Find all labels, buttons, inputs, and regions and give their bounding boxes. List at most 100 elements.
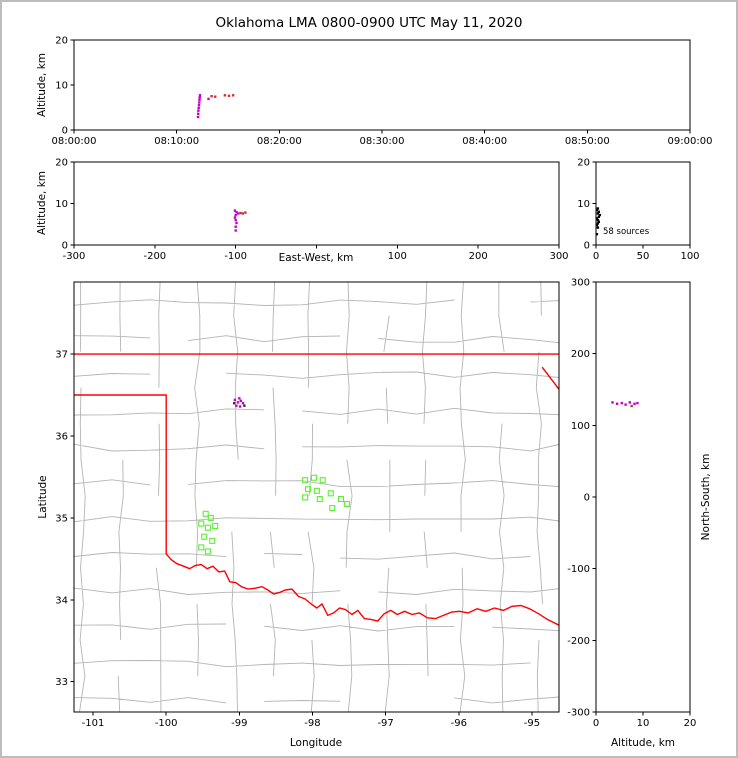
x-tick-label: -99: [231, 718, 247, 729]
source-count-annotation: 58 sources: [603, 227, 650, 237]
lma-station-marker: [201, 533, 208, 540]
panel-border: [595, 161, 691, 246]
source-point: [196, 115, 200, 119]
source-point: [596, 218, 600, 222]
figure-title: Oklahoma LMA 0800-0900 UTC May 11, 2020: [215, 15, 523, 31]
x-tick-label: -95: [524, 718, 540, 729]
source-point: [197, 112, 200, 115]
source-point: [197, 104, 201, 107]
y-tick-label: 20: [55, 158, 68, 169]
x-tick-label: -97: [377, 718, 393, 729]
state-border: [541, 366, 559, 390]
panel-border: [73, 281, 560, 713]
x-axis-label-longitude: Longitude: [289, 737, 343, 749]
source-point: [597, 215, 600, 218]
lma-station-marker: [313, 487, 320, 494]
lma-station-marker: [302, 494, 309, 501]
lma-station-marker: [212, 523, 219, 530]
source-point: [239, 399, 242, 402]
x-axis-label-east-west: East-West, km: [278, 252, 354, 264]
source-point: [628, 401, 631, 404]
x-tick-label: 08:20:00: [257, 136, 302, 147]
y-tick-label: 37: [55, 350, 68, 361]
y-tick-label: 34: [55, 595, 68, 606]
panel-border: [73, 161, 560, 246]
panel-border: [595, 281, 691, 713]
source-point: [596, 226, 600, 229]
source-point: [235, 404, 238, 407]
y-tick-label: 0: [62, 126, 68, 137]
source-point: [241, 402, 245, 405]
source-point: [636, 401, 639, 405]
y-tick-label: 10: [55, 81, 68, 92]
oklahoma-basemap: [74, 282, 559, 712]
source-point: [596, 207, 600, 210]
source-point: [595, 233, 599, 236]
x-tick-label: 200: [469, 251, 488, 262]
time-height-panel: 08:00:00 08:10:00 08:20:00 08:30:00 08:40:00…: [52, 36, 713, 148]
y-tick-label: 200: [571, 349, 590, 360]
lma-station-marker: [198, 544, 205, 551]
source-point: [233, 209, 237, 212]
y-tick-label: 0: [584, 493, 590, 504]
source-point: [235, 221, 238, 225]
lma-station-marker: [198, 520, 205, 527]
lma-station-marker: [204, 524, 211, 531]
y-tick-label: -200: [567, 636, 590, 647]
source-point: [598, 213, 601, 217]
y-tick-label: 35: [55, 513, 68, 524]
x-tick-label: -96: [451, 718, 467, 729]
x-tick-label: 08:40:00: [462, 136, 507, 147]
source-point: [231, 94, 235, 97]
source-point: [214, 95, 217, 98]
x-tick-label: 09:00:00: [668, 136, 713, 147]
source-point: [236, 401, 240, 404]
x-tick-label: -300: [63, 251, 86, 262]
altitude-histogram-panel: 0 50 100 0 10 20: [577, 158, 699, 263]
source-point: [239, 211, 242, 215]
source-point: [234, 229, 237, 232]
source-point: [238, 405, 242, 408]
source-point: [597, 210, 600, 213]
source-point: [198, 94, 202, 97]
source-point: [210, 95, 213, 98]
source-point: [197, 106, 200, 110]
x-tick-label: 0: [593, 718, 599, 729]
lma-station-marker: [316, 495, 323, 503]
x-tick-label: 08:10:00: [154, 136, 199, 147]
source-point: [198, 98, 201, 101]
x-tick-label: -101: [82, 718, 105, 729]
source-point: [198, 101, 201, 104]
y-axis-label-time-height: Altitude, km: [36, 52, 48, 118]
lma-station-marker: [319, 477, 326, 484]
source-point: [233, 398, 237, 402]
source-point: [235, 211, 238, 214]
source-point: [611, 401, 614, 404]
lma-station-marker: [209, 537, 216, 544]
source-point: [227, 94, 231, 97]
source-point: [234, 218, 237, 222]
x-tick-label: 08:30:00: [360, 136, 405, 147]
y-tick-label: 100: [571, 421, 590, 432]
source-point: [236, 212, 240, 215]
source-point: [620, 401, 623, 405]
y-tick-label: 33: [55, 677, 68, 688]
ew-height-panel: -300 -200 -100 100 200 300 0 10 20: [55, 158, 568, 263]
state-border: [74, 394, 559, 626]
x-tick-label: -100: [155, 718, 178, 729]
source-point: [630, 404, 633, 408]
source-point: [615, 402, 619, 405]
lma-station-marker: [202, 510, 209, 517]
y-axis-label-north-south: North-South, km: [700, 453, 712, 541]
y-tick-label: 0: [62, 241, 68, 252]
x-tick-label: 300: [549, 251, 568, 262]
source-point: [207, 97, 210, 101]
x-tick-label: 20: [684, 718, 697, 729]
lma-station-marker: [207, 514, 214, 521]
source-point: [633, 402, 636, 405]
ns-height-panel: 0 10 20 300 200 100 0 -100 -200 -300: [567, 278, 696, 730]
y-tick-label: 36: [55, 431, 68, 442]
lma-station-marker: [329, 505, 336, 512]
source-point: [234, 225, 237, 228]
